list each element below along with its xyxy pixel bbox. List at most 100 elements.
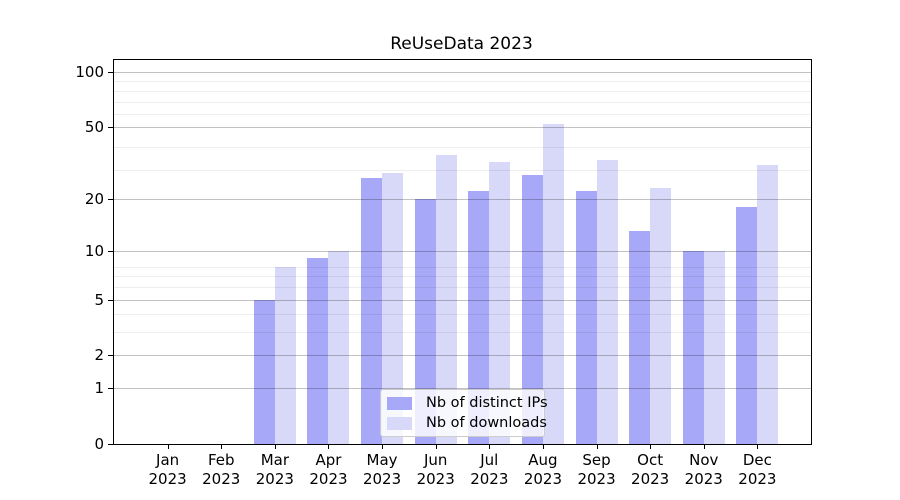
x-tick-month: Mar (260, 451, 289, 469)
y-tick-label: 10 (84, 241, 104, 260)
x-tick-month: Nov (689, 451, 719, 469)
bar-nb-of-downloads-sep (596, 159, 618, 444)
y-tick-label: 0 (94, 435, 104, 453)
bar-nb-of-distinct-ips-oct (629, 231, 651, 444)
x-tick-month: Feb (207, 451, 235, 469)
gridline-major (114, 388, 811, 390)
y-tick-mark (108, 355, 113, 357)
legend-swatch-distinct-ips (387, 396, 412, 410)
gridline-major (114, 72, 811, 73)
x-tick-label-jul: Jul 2023 (461, 451, 517, 489)
gridline-minor (114, 314, 811, 316)
x-tick-label-apr: Apr 2023 (300, 451, 356, 489)
x-tick-mark (382, 444, 384, 449)
bar-nb-of-distinct-ips-sep (575, 191, 597, 444)
bar-nb-of-downloads-dec (757, 164, 779, 444)
x-tick-label-feb: Feb 2023 (193, 451, 249, 489)
bar-nb-of-downloads-apr (328, 250, 350, 444)
x-tick-mark (167, 444, 169, 449)
x-tick-year: 2023 (362, 470, 402, 488)
bar-nb-of-downloads-jul (489, 162, 511, 444)
bar-nb-of-downloads-mar (274, 266, 296, 444)
x-tick-label-nov: Nov 2023 (676, 451, 732, 489)
y-tick-mark (108, 198, 113, 200)
gridline-minor (114, 101, 811, 103)
bar-nb-of-downloads-jun (435, 155, 457, 444)
bar-nb-of-distinct-ips-aug (521, 175, 543, 444)
y-tick-mark (108, 299, 113, 301)
x-tick-month: Jul (480, 451, 499, 469)
x-tick-mark (274, 444, 276, 449)
x-tick-year: 2023 (577, 470, 616, 488)
x-tick-label-may: May 2023 (354, 451, 410, 489)
x-tick-label-mar: Mar 2023 (247, 451, 303, 489)
x-tick-mark (703, 444, 705, 449)
y-tick-mark (108, 127, 113, 129)
x-tick-mark (542, 444, 544, 449)
legend: Nb of distinct IPs Nb of downloads (380, 389, 548, 437)
x-tick-label-sep: Sep 2023 (569, 451, 625, 489)
x-tick-year: 2023 (416, 470, 455, 488)
x-tick-label-aug: Aug 2023 (515, 451, 571, 489)
y-tick-label: 5 (94, 290, 104, 309)
bar-nb-of-distinct-ips-dec (736, 206, 758, 444)
x-tick-month: Dec (742, 451, 772, 469)
x-tick-year: 2023 (148, 470, 187, 488)
y-tick-mark (108, 72, 113, 73)
bar-nb-of-distinct-ips-may (361, 178, 383, 444)
gridline-minor (114, 287, 811, 289)
x-tick-mark (650, 444, 652, 449)
x-tick-mark (221, 444, 223, 449)
x-tick-month: May (366, 451, 398, 469)
gridline-minor (114, 276, 811, 278)
x-tick-label-oct: Oct 2023 (622, 451, 678, 489)
bar-nb-of-downloads-nov (703, 250, 725, 444)
x-tick-mark (757, 444, 759, 449)
x-tick-year: 2023 (255, 470, 294, 488)
gridline-major (114, 127, 811, 129)
x-tick-mark (435, 444, 437, 449)
gridline-minor (114, 332, 811, 334)
x-tick-year: 2023 (470, 470, 509, 488)
chart-title: ReUseData 2023 (390, 34, 533, 54)
x-tick-year: 2023 (309, 470, 348, 488)
x-tick-month: Jan (156, 451, 180, 469)
x-tick-mark (489, 444, 491, 449)
legend-row: Nb of downloads (387, 413, 547, 433)
y-tick-label: 20 (84, 189, 104, 208)
bar-nb-of-distinct-ips-jun (414, 198, 436, 444)
x-tick-month: Apr (315, 451, 342, 469)
x-tick-year: 2023 (684, 470, 723, 488)
bar-nb-of-downloads-oct (650, 187, 672, 444)
x-tick-month: Jun (423, 451, 448, 469)
x-tick-month: Oct (637, 451, 664, 469)
gridline-major (114, 198, 811, 200)
bar-nb-of-downloads-aug (542, 123, 564, 444)
legend-label: Nb of distinct IPs (426, 395, 548, 411)
bar-nb-of-distinct-ips-apr (307, 258, 329, 444)
gridline-major (114, 299, 811, 301)
y-tick-label: 100 (75, 63, 104, 81)
y-tick-mark (108, 444, 113, 445)
x-tick-label-dec: Dec 2023 (729, 451, 785, 489)
bar-nb-of-distinct-ips-mar (253, 299, 275, 444)
bar-nb-of-downloads-may (382, 172, 404, 444)
gridline-minor (114, 81, 811, 83)
y-tick-label: 50 (84, 118, 104, 137)
gridline-minor (114, 169, 811, 171)
x-tick-label-jan: Jan 2023 (140, 451, 196, 489)
x-tick-year: 2023 (523, 470, 563, 488)
x-tick-mark (328, 444, 330, 449)
gridline-major (114, 355, 811, 357)
x-tick-month: Aug (528, 451, 558, 469)
x-tick-year: 2023 (738, 470, 777, 488)
x-tick-year: 2023 (202, 470, 241, 488)
y-tick-label: 1 (94, 379, 104, 398)
y-tick-label: 2 (94, 346, 104, 365)
bar-nb-of-distinct-ips-nov (682, 250, 704, 444)
gridline-minor (114, 113, 811, 115)
x-tick-month: Sep (582, 451, 611, 469)
gridline-minor (114, 266, 811, 268)
bar-nb-of-distinct-ips-jul (468, 191, 490, 444)
